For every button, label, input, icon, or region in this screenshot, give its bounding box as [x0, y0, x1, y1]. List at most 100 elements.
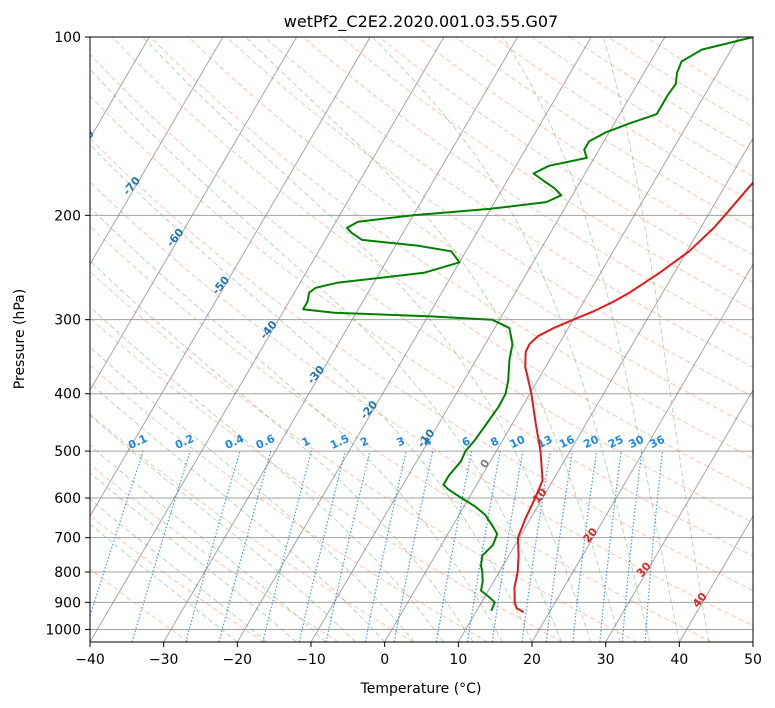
isotherm-label: -90 — [24, 86, 47, 110]
x-tick-label: 10 — [449, 652, 467, 668]
isotherm-label: 0 — [477, 456, 492, 470]
x-tick-label: 0 — [380, 652, 389, 668]
mixing-ratio-line — [262, 450, 313, 642]
dry-adiabat — [90, 225, 712, 642]
moist-adiabat — [371, 37, 651, 642]
isotherm-line — [0, 37, 2, 642]
dry-adiabat — [416, 37, 753, 256]
mixing-ratio-label: 6 — [460, 434, 473, 449]
dry-adiabat — [90, 137, 753, 592]
dry-adiabat — [645, 37, 753, 104]
moist-adiabat — [90, 68, 562, 642]
mixing-ratio-label: 1.5 — [328, 432, 351, 452]
isotherm-line — [90, 37, 371, 518]
moist-adiabat — [502, 37, 680, 642]
dry-adiabat — [90, 568, 190, 642]
mixing-ratio-line — [298, 450, 346, 642]
mixing-ratio-label: 3 — [395, 434, 407, 449]
moist-adiabat — [90, 143, 533, 642]
y-tick-label: 200 — [54, 208, 81, 224]
moist-adiabat — [90, 206, 503, 642]
mixing-ratio-label: 16 — [557, 433, 577, 451]
y-tick-label: 1000 — [45, 622, 81, 638]
x-tick-label: 50 — [744, 652, 762, 668]
isotherm-line — [678, 515, 753, 642]
y-tick-label: 400 — [54, 387, 81, 403]
x-axis: −40 −30 −20 −10 0 10 20 30 40 50 — [75, 642, 762, 668]
mixing-ratio-line — [621, 451, 643, 642]
dry-adiabat — [569, 37, 753, 153]
moist-adiabat — [142, 37, 592, 642]
mixing-ratio-label: 25 — [606, 433, 625, 451]
moist-adiabat — [90, 523, 238, 642]
y-axis-label: Pressure (hPa) — [12, 289, 28, 389]
isotherm-line — [236, 37, 592, 642]
mixing-ratio-label: 30 — [627, 433, 647, 451]
mixing-ratio-line — [325, 450, 371, 642]
mixing-ratio-line — [364, 450, 407, 642]
x-tick-label: −20 — [223, 652, 253, 668]
mixing-ratio-label: 10 — [508, 433, 528, 451]
profile-lines — [302, 37, 753, 614]
mixing-ratio-line — [572, 451, 598, 642]
x-axis-label: Temperature (°C) — [360, 681, 482, 697]
isotherm-label: -80 — [74, 127, 97, 151]
mixing-ratio-label: 0.1 — [126, 432, 149, 452]
mixing-ratio-line — [644, 451, 664, 642]
moist-adiabat — [90, 346, 415, 642]
moist-adiabat — [602, 37, 710, 642]
x-tick-label: −40 — [75, 652, 105, 668]
isotherm-label: -10 — [415, 426, 438, 450]
dry-adiabat — [90, 413, 414, 642]
moist-adiabat — [90, 382, 386, 642]
dry-adiabat — [111, 37, 753, 491]
x-tick-label: 20 — [523, 652, 541, 668]
y-tick-label: 500 — [54, 444, 81, 460]
isotherm-label: -60 — [164, 226, 187, 250]
moist-adiabat — [90, 444, 327, 642]
mixing-ratio-label: 36 — [647, 433, 667, 451]
mixing-ratio-label: 0.4 — [223, 432, 246, 452]
isotherm-line — [531, 263, 753, 642]
y-tick-label: 700 — [54, 531, 81, 547]
moist-adiabat — [90, 306, 445, 642]
isotherm-line — [163, 37, 519, 642]
y-tick-label: 900 — [54, 595, 81, 611]
dry-adiabat — [90, 364, 488, 642]
isotherm-label: 40 — [690, 590, 710, 610]
line-labels: 0.10.20.40.611.52346810131620253036-100-… — [24, 86, 710, 610]
dry-adiabat — [90, 53, 753, 524]
x-tick-label: −10 — [296, 652, 326, 668]
moist-adiabat — [90, 498, 268, 642]
dry-adiabat — [90, 515, 264, 642]
isotherm-label: -50 — [210, 273, 233, 297]
dry-adiabat — [302, 37, 753, 339]
y-tick-label: 600 — [54, 491, 81, 507]
dry-adiabat — [340, 37, 753, 311]
chart-title: wetPf2_C2E2.2020.001.03.55.G07 — [284, 12, 558, 32]
mixing-ratio-label: 0.6 — [254, 432, 277, 452]
plot-frame — [89, 36, 754, 643]
background-lines — [0, 37, 753, 642]
dry-adiabat — [378, 37, 753, 283]
moist-adiabat — [90, 472, 297, 642]
y-tick-label: 300 — [54, 313, 81, 329]
moist-adiabat — [245, 37, 621, 642]
isotherm-line — [605, 389, 753, 642]
dry-adiabat — [188, 37, 753, 428]
dry-adiabat — [607, 37, 753, 128]
isotherm-line — [90, 37, 298, 392]
mixing-ratio-line — [131, 450, 191, 642]
mixing-ratio-label: 2 — [358, 434, 370, 449]
isotherm-line — [310, 37, 666, 642]
dry-adiabat — [90, 317, 563, 642]
dry-adiabat — [90, 270, 638, 642]
mixing-ratio-line — [185, 450, 241, 642]
dry-adiabat — [90, 95, 753, 557]
isotherm-label: -30 — [305, 363, 328, 387]
temperature-profile — [513, 181, 753, 614]
dry-adiabat — [226, 37, 753, 398]
mixing-ratio-line — [218, 450, 272, 642]
dry-adiabat — [90, 181, 753, 627]
y-tick-label: 100 — [54, 30, 81, 46]
